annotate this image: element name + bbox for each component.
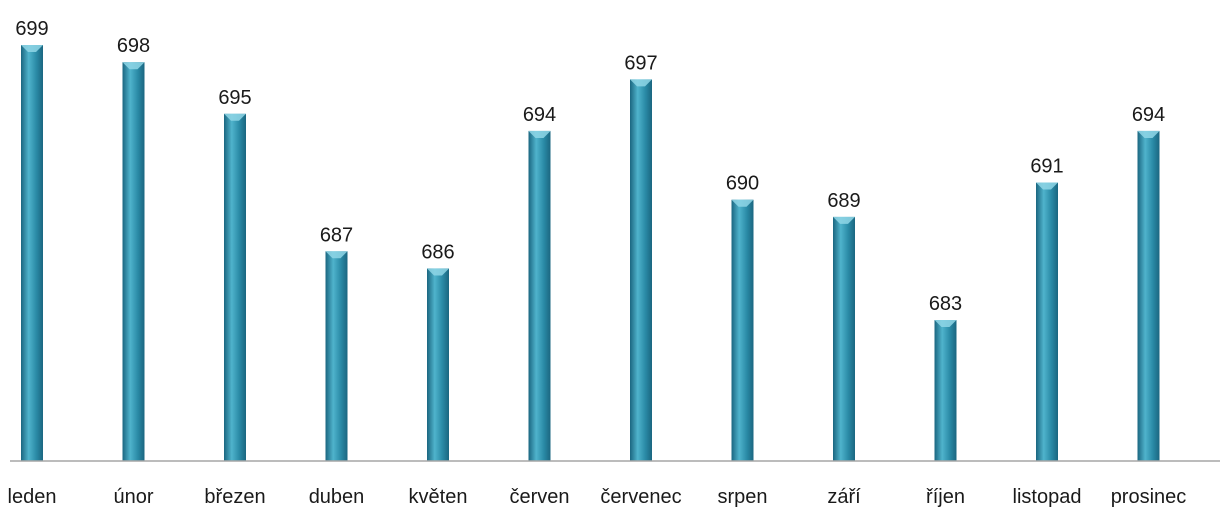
data-label-srpen: 690 <box>726 173 759 195</box>
category-label-leden: leden <box>8 486 57 508</box>
bar-leden <box>21 45 43 461</box>
data-label-červen: 694 <box>523 104 556 126</box>
data-label-březen: 695 <box>218 87 251 109</box>
bar-únor <box>122 62 145 461</box>
bar-cap-červen <box>528 130 551 138</box>
data-label-říjen: 683 <box>929 293 962 315</box>
data-label-leden: 699 <box>15 18 48 40</box>
bar-cap-červenec <box>630 79 652 87</box>
bar-září <box>833 216 855 461</box>
category-label-červen: červen <box>509 486 569 508</box>
bar-cap-říjen <box>934 320 957 327</box>
data-label-prosinec: 694 <box>1132 104 1165 126</box>
bar-cap-srpen <box>731 199 754 207</box>
category-labels-group: leden únor březen duben květen červen červenec… <box>8 486 1187 508</box>
data-label-listopad: 691 <box>1030 156 1063 178</box>
bar-cap-leden <box>21 45 43 52</box>
bar-cap-březen <box>224 113 246 121</box>
data-label-duben: 687 <box>320 224 353 246</box>
category-label-srpen: srpen <box>717 486 767 508</box>
data-labels-group: 699 698 695 687 686 694 697 690 689 683 691 694 <box>15 18 1165 315</box>
category-label-duben: duben <box>309 486 365 508</box>
bar-cap-duben <box>325 251 348 259</box>
bar-cap-prosinec <box>1137 130 1160 138</box>
category-label-květen: květen <box>409 486 468 508</box>
bar-srpen <box>731 199 754 461</box>
bar-cap-květen <box>427 268 449 276</box>
category-label-listopad: listopad <box>1013 486 1082 508</box>
bar-cap-únor <box>122 62 145 70</box>
bars-group <box>21 45 1160 462</box>
bar-duben <box>325 251 348 462</box>
bar-červen <box>528 130 551 461</box>
bar-březen <box>224 113 246 462</box>
bar-listopad <box>1036 182 1058 461</box>
bar-cap-listopad <box>1036 182 1058 190</box>
category-label-únor: únor <box>113 486 153 508</box>
data-label-květen: 686 <box>421 241 454 263</box>
bar-cap-září <box>833 216 855 224</box>
bar-říjen <box>934 320 957 461</box>
category-label-prosinec: prosinec <box>1111 486 1187 508</box>
data-label-únor: 698 <box>117 35 150 57</box>
category-label-březen: březen <box>204 486 265 508</box>
category-label-září: září <box>827 486 861 508</box>
category-label-červenec: červenec <box>600 486 681 508</box>
category-label-říjen: říjen <box>926 486 965 508</box>
data-label-červenec: 697 <box>624 52 657 74</box>
bar-prosinec <box>1137 130 1160 461</box>
data-label-září: 689 <box>827 190 860 212</box>
bar-červenec <box>630 79 652 462</box>
bar-květen <box>427 268 449 461</box>
